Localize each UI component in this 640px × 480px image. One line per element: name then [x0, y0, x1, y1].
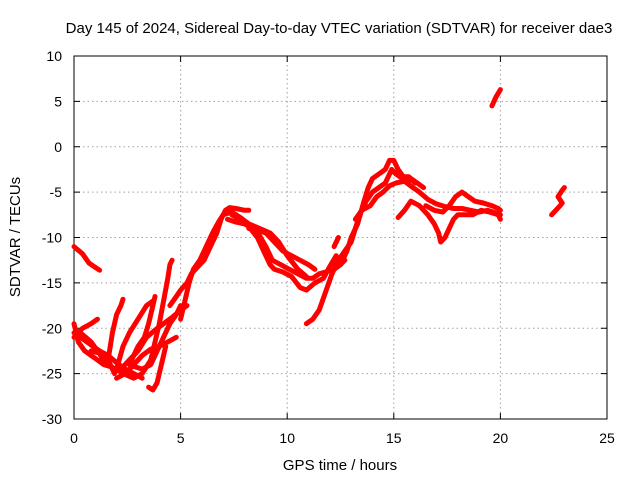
- series-line-s21: [391, 169, 418, 186]
- y-tick-label: -20: [42, 320, 62, 336]
- y-tick-label: 0: [54, 139, 62, 155]
- series-line-s7: [114, 334, 179, 381]
- x-tick-label: 5: [177, 430, 185, 446]
- series-line-s12: [167, 205, 252, 309]
- series-line-s18: [331, 235, 341, 250]
- series-line-s2: [71, 257, 175, 381]
- y-tick-label: 5: [54, 93, 62, 109]
- y-tick-label: -25: [42, 366, 62, 382]
- y-tick-label: -15: [42, 275, 62, 291]
- series-layer: [71, 87, 567, 393]
- y-tick-label: -5: [50, 184, 63, 200]
- x-tick-label: 10: [279, 430, 295, 446]
- series-line-s16: [246, 225, 318, 272]
- series-line-s9: [131, 303, 184, 372]
- series-line-s23: [423, 189, 503, 215]
- series-line-s6: [88, 298, 156, 377]
- x-tick-label: 0: [70, 430, 78, 446]
- y-axis-label: SDTVAR / TECUs: [7, 177, 24, 297]
- x-axis: 0 5 10 15 20 25: [70, 56, 615, 446]
- y-tick-label: -10: [42, 230, 62, 246]
- y-tick-label: -30: [42, 411, 62, 427]
- y-tick-label: 10: [46, 48, 62, 64]
- x-tick-label: 25: [599, 430, 615, 446]
- x-tick-label: 15: [386, 430, 402, 446]
- y-axis: -30 -25 -20 -15 -10 -5 0 5 10: [42, 48, 607, 427]
- series-line-s1: [71, 244, 103, 273]
- series-line-s11: [146, 343, 169, 393]
- chart-title: Day 145 of 2024, Sidereal Day-to-day VTE…: [66, 20, 613, 37]
- x-axis-label: GPS time / hours: [283, 457, 397, 474]
- series-line-s22: [395, 198, 503, 245]
- series-line-s25: [549, 185, 567, 218]
- x-tick-label: 20: [493, 430, 509, 446]
- series-line-s24: [489, 87, 503, 109]
- series-line-s19: [338, 157, 412, 268]
- series-line-s10: [126, 294, 158, 368]
- series-line-s13: [178, 209, 309, 322]
